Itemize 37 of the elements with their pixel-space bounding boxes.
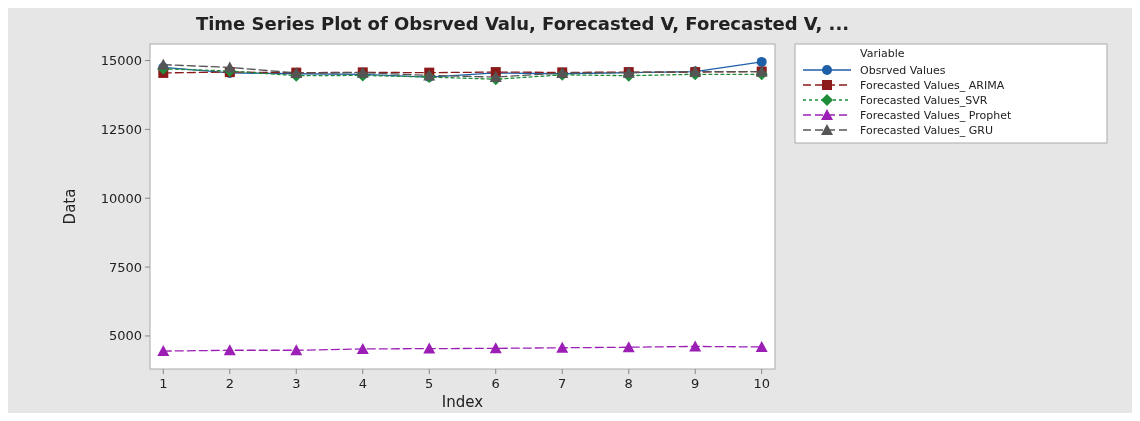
point <box>689 340 702 352</box>
y-tick-label: 5000 <box>108 328 142 344</box>
x-tick-label: 10 <box>753 376 770 391</box>
point <box>755 340 768 352</box>
x-tick-label: 3 <box>292 376 301 391</box>
chart-title: Time Series Plot of Obsrved Valu, Forecasted V, Forecasted V, ... <box>195 13 850 34</box>
y-tick-label: 12500 <box>100 121 142 137</box>
x-axis-title: Index <box>441 393 484 411</box>
point <box>356 342 369 354</box>
x-tick-label: 5 <box>425 376 434 391</box>
y-tick-label: 7500 <box>108 259 142 275</box>
legend-label: Obsrved Values <box>860 63 946 77</box>
legend-label: Forecasted Values_SVR <box>860 93 988 107</box>
legend-label: Forecasted Values_ Prophet <box>860 108 1012 122</box>
legend-label: Forecasted Values_ ARIMA <box>860 78 1005 92</box>
point <box>423 342 436 354</box>
point <box>556 341 569 353</box>
point <box>290 344 303 356</box>
point <box>223 61 236 73</box>
x-tick-label: 7 <box>558 376 567 391</box>
x-tick-label: 2 <box>225 376 234 391</box>
x-tick-label: 4 <box>358 376 367 391</box>
point <box>756 56 767 67</box>
point <box>489 342 502 354</box>
point <box>622 341 635 353</box>
point <box>223 344 236 356</box>
y-tick-label: 15000 <box>100 53 142 69</box>
legend-title: Variable <box>860 47 905 60</box>
x-tick-label: 9 <box>691 376 700 391</box>
legend-label: Forecasted Values_ GRU <box>860 123 993 137</box>
y-tick-label: 10000 <box>100 190 142 206</box>
point <box>157 58 170 70</box>
x-tick-label: 6 <box>491 376 500 391</box>
x-tick-label: 8 <box>624 376 633 391</box>
point <box>157 345 170 357</box>
x-tick-label: 1 <box>159 376 168 391</box>
y-axis-title: Data <box>61 188 79 225</box>
